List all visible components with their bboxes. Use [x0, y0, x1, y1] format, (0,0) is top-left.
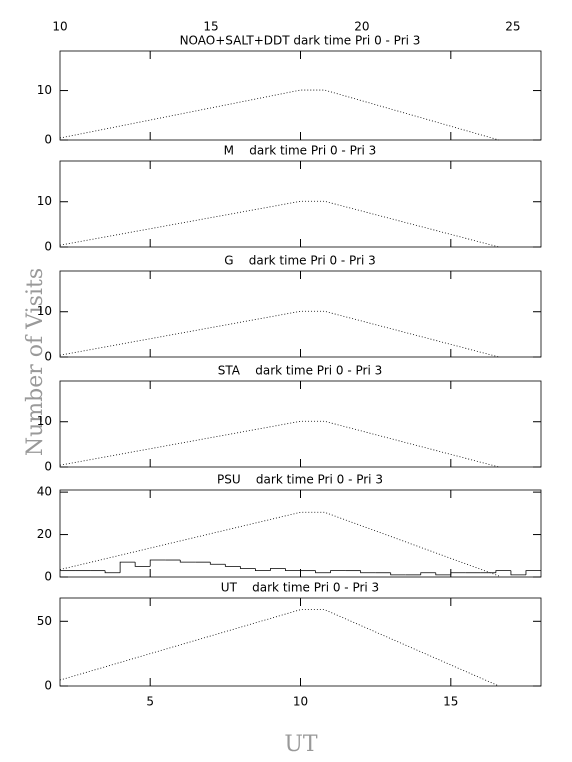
y-tick-label: 0 — [44, 679, 52, 693]
y-tick-label: 0 — [44, 350, 52, 364]
y-tick-label: 50 — [37, 614, 52, 628]
y-tick-label: 0 — [44, 460, 52, 474]
y-tick-label: 10 — [37, 414, 52, 428]
panel-title: M dark time Pri 0 - Pri 3 — [224, 144, 377, 158]
top-tick-label: 20 — [354, 20, 369, 34]
histogram-step — [495, 570, 511, 573]
panel-title: UT dark time Pri 0 - Pri 3 — [221, 581, 379, 595]
histogram-step — [420, 572, 436, 575]
histogram-step — [119, 561, 136, 573]
x-tick-label: 10 — [293, 695, 308, 709]
series-line — [59, 89, 500, 141]
series-line — [59, 200, 500, 248]
histogram-step — [435, 572, 451, 576]
series-line — [59, 310, 500, 358]
y-tick-label: 10 — [37, 194, 52, 208]
histogram-step — [450, 572, 466, 575]
x-tick-label: 15 — [443, 695, 458, 709]
top-tick-label: 25 — [505, 20, 520, 34]
panel-frame — [59, 50, 542, 141]
top-tick-label: 15 — [203, 20, 218, 34]
panel-title: STA dark time Pri 0 - Pri 3 — [218, 364, 383, 378]
y-tick-label: 10 — [37, 83, 52, 97]
panel-frame — [59, 489, 542, 578]
histogram-step — [330, 570, 346, 573]
y-tick-label: 10 — [37, 304, 52, 318]
top-tick-label: 10 — [52, 20, 67, 34]
y-tick-label: 0 — [44, 570, 52, 584]
histogram-step — [390, 572, 406, 576]
histogram-step — [255, 568, 271, 572]
histogram-step — [104, 570, 121, 574]
histogram-step — [209, 562, 226, 565]
y-axis-label: Number of Visits — [23, 268, 48, 456]
histogram-step — [285, 568, 301, 572]
histogram-step — [179, 560, 196, 563]
series-line — [59, 609, 500, 687]
panel-frame — [59, 270, 542, 358]
x-tick-label: 5 — [146, 695, 154, 709]
histogram-step — [134, 562, 151, 567]
histogram-step — [224, 564, 241, 567]
histogram-step — [525, 570, 541, 575]
histogram-step — [360, 570, 376, 574]
panel-title: G dark time Pri 0 - Pri 3 — [224, 254, 376, 268]
histogram-step — [239, 566, 256, 569]
series-line — [59, 420, 500, 468]
histogram-step — [149, 559, 166, 567]
y-tick-label: 0 — [44, 133, 52, 147]
y-tick-label: 20 — [37, 527, 52, 541]
y-tick-label: 0 — [44, 240, 52, 254]
histogram-step — [510, 570, 526, 576]
panel-frame — [59, 160, 542, 248]
panel-frame — [59, 380, 542, 468]
panel-title: PSU dark time Pri 0 - Pri 3 — [217, 473, 383, 487]
x-axis-label: UT — [284, 732, 318, 757]
panel-title: NOAO+SALT+DDT dark time Pri 0 - Pri 3 — [180, 34, 421, 48]
histogram-step — [270, 568, 286, 571]
series-line — [59, 511, 500, 577]
y-tick-label: 40 — [37, 485, 52, 499]
histogram-step — [315, 570, 331, 574]
